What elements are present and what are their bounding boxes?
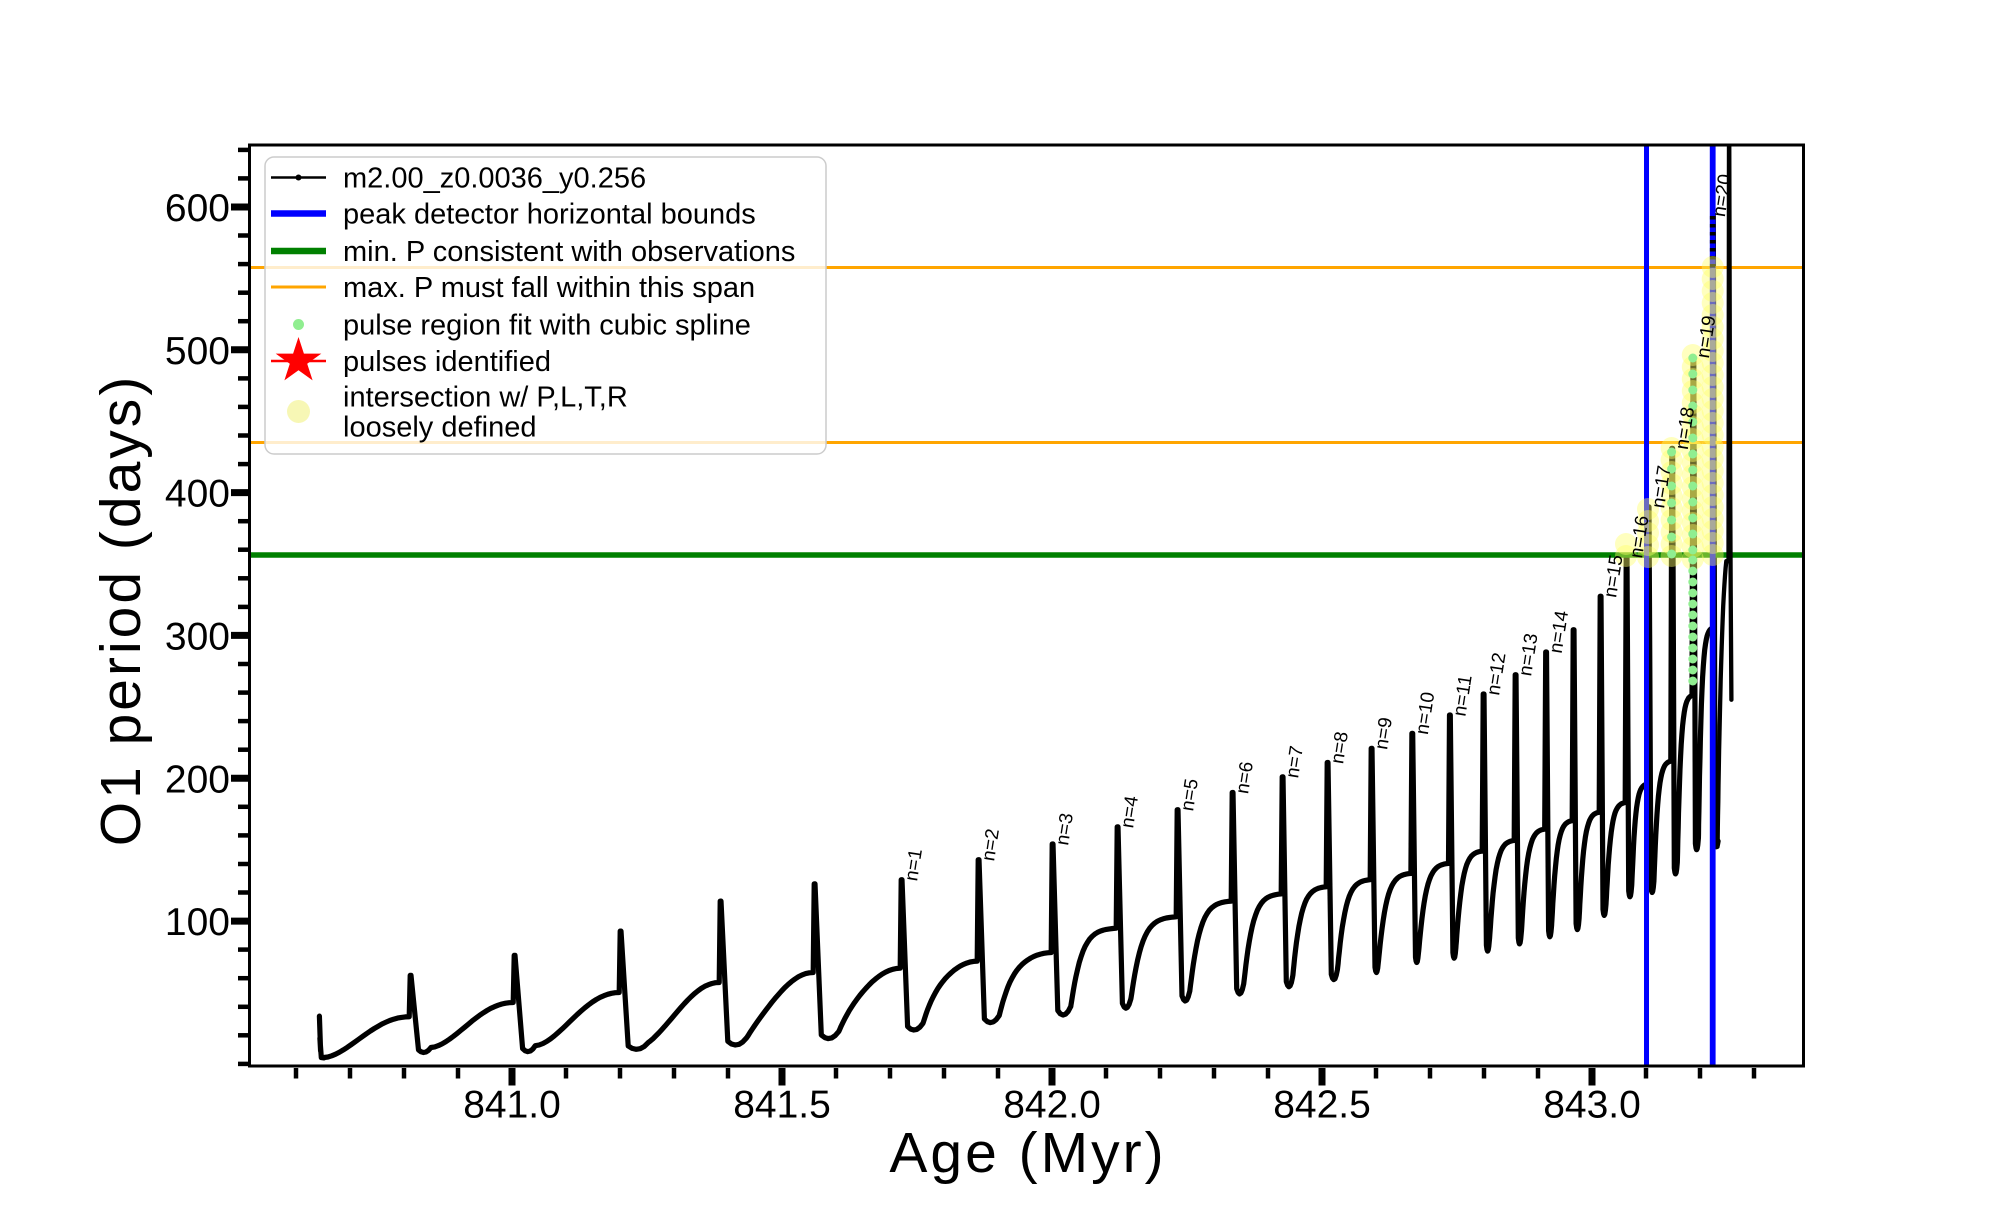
svg-text:n=1: n=1 — [901, 847, 927, 882]
svg-text:pulse region fit with cubic sp: pulse region fit with cubic spline — [343, 310, 751, 342]
svg-text:100: 100 — [165, 901, 230, 944]
svg-text:pulses identified: pulses identified — [343, 346, 551, 378]
svg-text:n=7: n=7 — [1282, 744, 1308, 779]
svg-text:841.0: 841.0 — [463, 1084, 561, 1127]
svg-text:n=6: n=6 — [1232, 760, 1258, 795]
svg-text:200: 200 — [165, 758, 230, 801]
svg-text:500: 500 — [165, 330, 230, 373]
svg-text:843.0: 843.0 — [1543, 1084, 1641, 1127]
svg-text:600: 600 — [165, 187, 230, 230]
svg-text:842.5: 842.5 — [1273, 1084, 1371, 1127]
svg-text:n=8: n=8 — [1327, 730, 1353, 765]
svg-text:peak detector horizontal bound: peak detector horizontal bounds — [343, 199, 756, 231]
svg-text:min. P consistent with observa: min. P consistent with observations — [343, 236, 795, 268]
svg-text:Age (Myr): Age (Myr) — [889, 1121, 1166, 1185]
svg-text:loosely defined: loosely defined — [343, 412, 536, 444]
svg-text:O1 period (days): O1 period (days) — [89, 374, 153, 847]
svg-text:n=9: n=9 — [1371, 716, 1397, 751]
svg-text:300: 300 — [165, 615, 230, 658]
svg-text:intersection w/ P,L,T,R: intersection w/ P,L,T,R — [343, 382, 628, 414]
svg-text:841.5: 841.5 — [733, 1084, 831, 1127]
svg-text:m2.00_z0.0036_y0.256: m2.00_z0.0036_y0.256 — [343, 163, 646, 195]
svg-text:n=4: n=4 — [1117, 794, 1143, 830]
svg-text:842.0: 842.0 — [1003, 1084, 1101, 1127]
svg-text:400: 400 — [165, 473, 230, 516]
svg-text:max. P must fall within this s: max. P must fall within this span — [343, 272, 755, 304]
svg-text:n=2: n=2 — [978, 827, 1004, 862]
svg-text:n=5: n=5 — [1177, 777, 1203, 812]
svg-text:n=3: n=3 — [1052, 812, 1078, 847]
